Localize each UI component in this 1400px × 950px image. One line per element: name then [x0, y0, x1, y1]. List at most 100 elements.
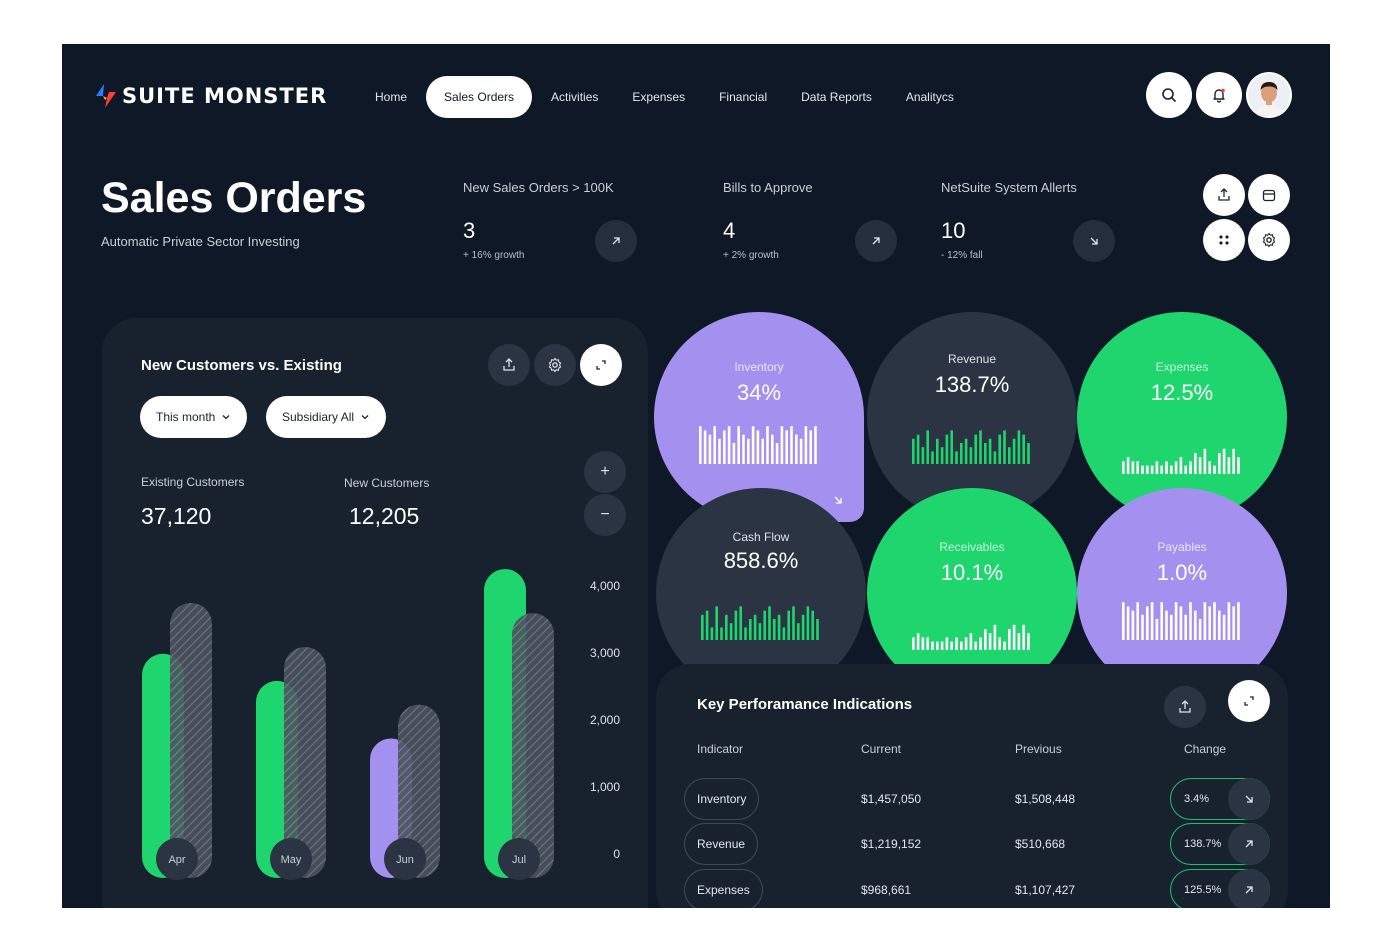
nav-financial[interactable]: Financial — [719, 90, 768, 104]
brand-name: SUITE MONSTER — [122, 84, 328, 108]
stat-note: - 12% fall — [941, 250, 983, 261]
spark-bar — [1232, 606, 1235, 640]
spark-bar — [742, 434, 745, 464]
share-button[interactable] — [1203, 174, 1245, 216]
spark-bar — [988, 438, 992, 464]
spark-bar — [1160, 602, 1163, 640]
share-button[interactable] — [1164, 686, 1206, 728]
spark-bar — [1131, 461, 1135, 474]
spark-bar — [1131, 610, 1135, 640]
filter-subsidiary-dropdown[interactable]: Subsidiary All — [266, 396, 387, 438]
spark-bar — [969, 633, 973, 650]
spark-bar — [1017, 430, 1021, 464]
tile-value: 34% — [736, 380, 782, 405]
bar-existing-apr[interactable] — [170, 602, 212, 878]
calendar-button[interactable] — [1248, 174, 1290, 216]
tile-value: 858.6% — [723, 548, 799, 573]
nav-analytics[interactable]: Analitycs — [905, 90, 954, 104]
y-tick-label: 3,000 — [590, 646, 620, 660]
stat-label: NetSuite System Allerts — [941, 180, 1077, 195]
spark-bar — [780, 426, 784, 464]
kpi-open-button[interactable] — [1228, 869, 1270, 908]
nav-sales-orders[interactable]: Sales Orders — [426, 76, 533, 118]
bar-label-bg — [156, 838, 198, 880]
spark-bar — [799, 438, 803, 464]
spark-bar — [1237, 602, 1240, 640]
stat-value: 10 — [941, 218, 966, 243]
kpi-tile-expenses[interactable]: Expenses 12.5% — [1077, 312, 1287, 522]
tile-sparkbars — [701, 606, 819, 640]
kpi-indicator-revenue[interactable]: Revenue — [684, 823, 759, 865]
spark-bar — [1222, 448, 1226, 474]
tile-label: Inventory — [734, 360, 784, 374]
tile-value: 10.1% — [940, 560, 1004, 585]
spark-bar — [751, 426, 755, 464]
spark-bar — [811, 610, 814, 640]
kpi-open-button[interactable] — [1228, 778, 1270, 820]
spark-bar — [710, 627, 714, 640]
kpi-tile-cash-flow[interactable]: Cash Flow 858.6% — [656, 488, 866, 698]
spark-bar — [1218, 610, 1221, 640]
spark-bar — [945, 434, 949, 464]
spark-bar — [744, 627, 747, 640]
user-avatar-icon — [1248, 74, 1290, 116]
spark-bar — [787, 610, 790, 640]
kpi-tile-revenue[interactable]: Revenue 138.7% — [867, 312, 1077, 522]
nav-data-reports[interactable]: Data Reports — [801, 90, 872, 104]
stat-new-sales-orders: New Sales Orders > 100K 3 + 16% growth — [463, 180, 663, 262]
spark-bar — [1141, 465, 1144, 474]
filter-period-dropdown[interactable]: This month — [140, 396, 248, 438]
spark-bar — [723, 430, 726, 464]
expand-icon — [1244, 696, 1254, 706]
arrow-down-right-icon — [834, 496, 842, 504]
spark-bar — [1155, 619, 1159, 640]
logo-bolt-icon — [96, 84, 116, 108]
spark-bar — [964, 637, 968, 650]
zoom-in-button[interactable]: + — [584, 451, 626, 493]
search-button[interactable] — [1146, 72, 1192, 118]
customers-panel: New Customers vs. Existing This month Su… — [102, 318, 648, 908]
apps-button[interactable] — [1203, 219, 1245, 261]
bar-existing-jun[interactable] — [398, 704, 440, 878]
nav-expenses[interactable]: Expenses — [632, 90, 686, 104]
col-header-change: Change — [1184, 742, 1227, 756]
stat-open-button[interactable] — [1073, 220, 1115, 262]
kpi-tile-payables[interactable]: Payables 1.0% — [1077, 488, 1287, 698]
settings-icon — [1262, 232, 1276, 248]
spark-bar — [1165, 461, 1168, 474]
spark-bar — [1136, 602, 1139, 640]
spark-bar — [1179, 457, 1183, 474]
kpi-tile-inventory[interactable]: Inventory 34% — [654, 312, 864, 522]
spark-bar — [1179, 606, 1183, 640]
stat-open-button[interactable] — [855, 220, 897, 262]
expand-button[interactable] — [1228, 680, 1270, 722]
spark-bar — [1213, 465, 1216, 474]
x-tick-label: Jun — [396, 854, 414, 866]
expand-button[interactable] — [580, 344, 622, 386]
brand-logo[interactable]: SUITE MONSTER — [94, 82, 327, 110]
share-button[interactable] — [488, 344, 530, 386]
spark-bar — [766, 426, 769, 464]
spark-bar — [739, 606, 742, 640]
avatar[interactable] — [1246, 72, 1292, 118]
zoom-out-button[interactable]: − — [584, 494, 626, 536]
col-header-previous: Previous — [1015, 742, 1062, 756]
bar-existing-jul[interactable] — [512, 613, 554, 878]
search-icon — [1162, 88, 1176, 102]
main-nav: Home Sales Orders Activities Expenses Fi… — [358, 76, 971, 118]
kpi-open-button[interactable] — [1228, 823, 1270, 865]
notifications-button[interactable] — [1196, 72, 1242, 118]
spark-bar — [1008, 629, 1011, 650]
settings-button[interactable] — [534, 344, 576, 386]
spark-bar — [1165, 610, 1168, 640]
kpi-tile-receivables[interactable]: Receivables 10.1% — [867, 488, 1077, 698]
stat-open-button[interactable] — [595, 220, 637, 262]
nav-activities[interactable]: Activities — [551, 90, 599, 104]
tile-value: 12.5% — [1150, 380, 1214, 405]
kpi-indicator-expenses[interactable]: Expenses — [684, 869, 763, 908]
bar-existing-may[interactable] — [284, 646, 326, 878]
settings-button[interactable] — [1248, 219, 1290, 261]
kpi-indicator-inventory[interactable]: Inventory — [684, 778, 760, 820]
tile-sparkbars — [912, 624, 1030, 650]
nav-home[interactable]: Home — [375, 90, 408, 104]
